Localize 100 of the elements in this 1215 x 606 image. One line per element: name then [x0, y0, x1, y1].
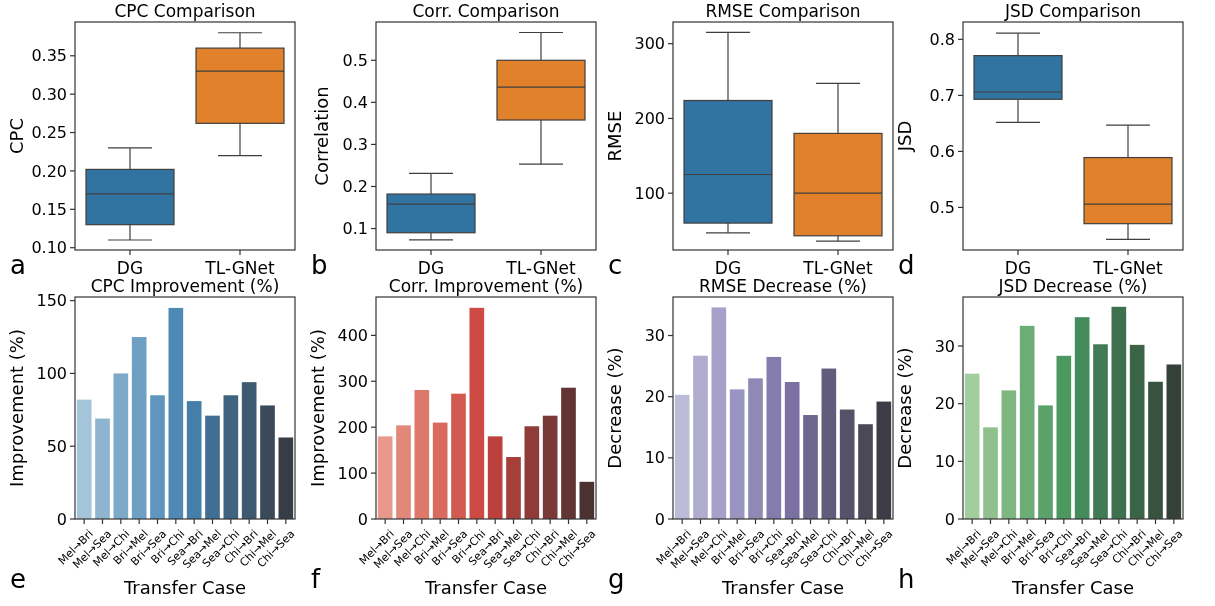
x-axis-title: Transfer Case — [720, 577, 845, 598]
text: f — [311, 564, 321, 594]
bar — [223, 395, 239, 519]
y-tick-label: 10 — [934, 451, 955, 471]
y-tick-label: 0.30 — [31, 84, 67, 104]
y-axis-title: Decrease (%) — [604, 347, 625, 469]
y-tick-label: 0.10 — [31, 238, 67, 258]
y-tick-label: 0.3 — [342, 135, 368, 155]
bar — [858, 424, 873, 519]
x-axis-title: Transfer Case — [423, 577, 548, 598]
y-tick-label: 100 — [337, 463, 368, 483]
text: h — [898, 564, 915, 594]
bar — [432, 422, 448, 519]
bar — [150, 395, 165, 519]
x-tick-label: TL-GNet — [1092, 258, 1163, 278]
chart-title: CPC Improvement (%) — [90, 276, 280, 296]
bar — [1074, 317, 1090, 519]
bar — [260, 405, 275, 519]
y-tick-label: 300 — [337, 371, 368, 391]
y-tick-label: 200 — [634, 109, 665, 129]
y-tick-label: 0.1 — [342, 219, 368, 239]
y-tick-label: 50 — [46, 436, 67, 456]
y-axis-title: Improvement (%) — [307, 329, 328, 487]
bar — [674, 394, 690, 519]
chart-title: JSD Decrease (%) — [997, 276, 1148, 296]
x-axis-title: Transfer Case — [122, 577, 247, 598]
bar — [506, 457, 521, 519]
bar — [1001, 390, 1017, 519]
y-tick-label: 20 — [644, 387, 665, 407]
chart-title: JSD Comparison — [1003, 1, 1142, 21]
y-tick-label: 0 — [654, 509, 665, 529]
y-tick-label: 0 — [56, 509, 67, 529]
text: e — [10, 564, 26, 594]
y-tick-label: 30 — [644, 326, 665, 346]
bar — [487, 436, 503, 519]
bar — [168, 307, 184, 519]
text: d — [898, 250, 915, 280]
bar — [821, 368, 837, 519]
bar — [1056, 355, 1072, 519]
text: g — [608, 564, 625, 594]
bar — [1166, 364, 1182, 519]
bar — [748, 378, 763, 519]
y-tick-label: 100 — [634, 183, 665, 203]
bar — [113, 373, 129, 519]
y-tick-label: 0.2 — [342, 177, 368, 197]
bar — [1129, 344, 1145, 519]
x-tick-label: TL-GNet — [505, 258, 576, 278]
y-tick-label: 0.6 — [929, 142, 955, 162]
y-tick-label: 0.5 — [342, 50, 368, 70]
text: a — [10, 250, 26, 280]
y-tick-label: 0 — [944, 509, 955, 529]
bar — [1111, 306, 1127, 519]
bar — [1019, 325, 1035, 519]
bar — [1093, 344, 1108, 519]
bar — [396, 425, 411, 519]
y-tick-label: 10 — [644, 448, 665, 468]
bar — [186, 401, 202, 519]
bar — [784, 382, 800, 519]
y-tick-label: 200 — [337, 417, 368, 437]
bar — [95, 418, 110, 519]
bar — [241, 382, 257, 519]
bar — [76, 399, 92, 519]
text: b — [311, 250, 328, 280]
x-tick-label: DG — [1004, 258, 1032, 278]
y-tick-label: 100 — [36, 364, 67, 384]
bar — [983, 427, 998, 519]
bar — [205, 415, 220, 519]
bar — [131, 337, 147, 519]
y-tick-label: 0.7 — [929, 85, 955, 105]
chart-title: CPC Comparison — [114, 1, 256, 21]
y-axis-title: Correlation — [311, 86, 332, 186]
bar — [524, 426, 540, 519]
bar — [876, 401, 892, 519]
y-tick-label: 150 — [36, 291, 67, 311]
bar — [1148, 381, 1163, 519]
bar — [278, 437, 294, 519]
y-tick-label: 20 — [934, 394, 955, 414]
bar — [542, 415, 558, 519]
bar — [693, 355, 708, 519]
y-tick-label: 0.25 — [31, 123, 67, 143]
chart-title: RMSE Decrease (%) — [699, 276, 867, 296]
text: c — [608, 250, 623, 280]
bar — [377, 436, 393, 519]
x-axis-title: Transfer Case — [1010, 577, 1135, 598]
y-tick-label: 0.5 — [929, 198, 955, 218]
y-tick-label: 300 — [634, 34, 665, 54]
bar — [579, 481, 595, 519]
chart-title: RMSE Comparison — [705, 1, 861, 21]
y-tick-label: 0.20 — [31, 161, 67, 181]
y-tick-label: 0.35 — [31, 46, 67, 66]
chart-title: Corr. Improvement (%) — [388, 276, 584, 296]
bar — [469, 307, 485, 519]
y-tick-label: 400 — [337, 325, 368, 345]
y-tick-label: 0.8 — [929, 29, 955, 49]
bar — [561, 387, 576, 519]
y-tick-label: 0.4 — [342, 92, 368, 112]
y-axis-title: RMSE — [604, 110, 625, 162]
x-tick-label: TL-GNet — [802, 258, 873, 278]
bar — [839, 409, 855, 519]
bar — [964, 373, 980, 519]
